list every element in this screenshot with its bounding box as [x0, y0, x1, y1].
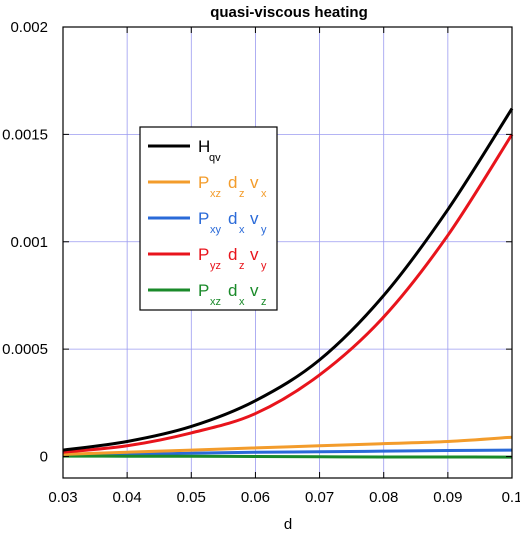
legend-subscript: z: [261, 296, 267, 308]
x-tick-label: 0.07: [305, 489, 334, 506]
legend-label: P: [198, 245, 209, 264]
legend-subscript: z: [239, 260, 245, 272]
legend-label: v: [250, 245, 259, 264]
legend-label: v: [250, 209, 259, 228]
ticks: 0.03 0.04 0.05 0.06 0.07 0.08 0.09 0.1 0 0.0005 0.…: [2, 19, 520, 506]
x-tick-label: 0.08: [369, 489, 398, 506]
legend-label: H: [198, 137, 210, 156]
legend-subscript: x: [261, 188, 267, 200]
series-line-Pxz_dx_vz: [62, 454, 513, 459]
plot-frame: [62, 26, 513, 479]
x-tick-label: 0.03: [48, 489, 77, 506]
legend-subscript: y: [261, 260, 267, 272]
legend-subscript: yz: [210, 260, 221, 272]
chart-title: quasi-viscous heating: [210, 4, 368, 21]
x-axis-label: d: [284, 516, 292, 533]
legend-subscript: xy: [210, 224, 222, 236]
legend-label: d: [228, 209, 237, 228]
x-tick-label: 0.1: [502, 489, 520, 506]
legend-label: P: [198, 209, 209, 228]
legend-subscript: x: [239, 224, 245, 236]
series-lines: [62, 107, 514, 459]
legend-subscript: qv: [209, 152, 221, 164]
y-tick-label: 0.0005: [2, 341, 48, 358]
legend-subscript: x: [239, 296, 245, 308]
series-line-Pxz_dz_vx: [62, 435, 513, 456]
x-tick-label: 0.05: [177, 489, 206, 506]
x-tick-label: 0.09: [433, 489, 462, 506]
y-tick-label: 0.002: [10, 19, 48, 36]
y-tick-label: 0.001: [10, 234, 48, 251]
legend-subscript: xz: [210, 188, 221, 200]
legend-label: v: [250, 173, 259, 192]
y-tick-label: 0: [40, 449, 48, 466]
legend-label: v: [250, 281, 259, 300]
legend-subscript: y: [261, 224, 267, 236]
legend-subscript: z: [239, 188, 245, 200]
legend-label: P: [198, 281, 209, 300]
x-tick-label: 0.06: [241, 489, 270, 506]
legend-label: d: [228, 281, 237, 300]
grid: [62, 26, 513, 478]
series-line-Pyz_dz_vy: [62, 133, 514, 454]
series-line-H_qv: [62, 107, 514, 452]
legend-label: d: [228, 173, 237, 192]
legend-label: P: [198, 173, 209, 192]
legend-subscript: xz: [210, 296, 221, 308]
series-line-Pxy_dx_vy: [62, 448, 513, 457]
legend-label: d: [228, 245, 237, 264]
x-tick-label: 0.04: [113, 489, 142, 506]
y-tick-label: 0.0015: [2, 126, 48, 143]
